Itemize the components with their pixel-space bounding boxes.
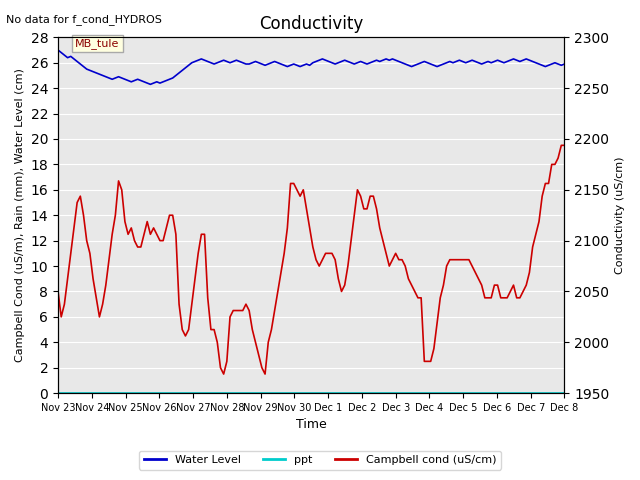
Legend: Water Level, ppt, Campbell cond (uS/cm): Water Level, ppt, Campbell cond (uS/cm) bbox=[140, 451, 500, 469]
X-axis label: Time: Time bbox=[296, 419, 326, 432]
Text: MB_tule: MB_tule bbox=[75, 38, 119, 49]
Y-axis label: Campbell Cond (uS/m), Rain (mm), Water Level (cm): Campbell Cond (uS/m), Rain (mm), Water L… bbox=[15, 68, 25, 362]
Y-axis label: Conductivity (uS/cm): Conductivity (uS/cm) bbox=[615, 156, 625, 274]
Title: Conductivity: Conductivity bbox=[259, 15, 364, 33]
Text: No data for f_cond_HYDROS: No data for f_cond_HYDROS bbox=[6, 14, 163, 25]
